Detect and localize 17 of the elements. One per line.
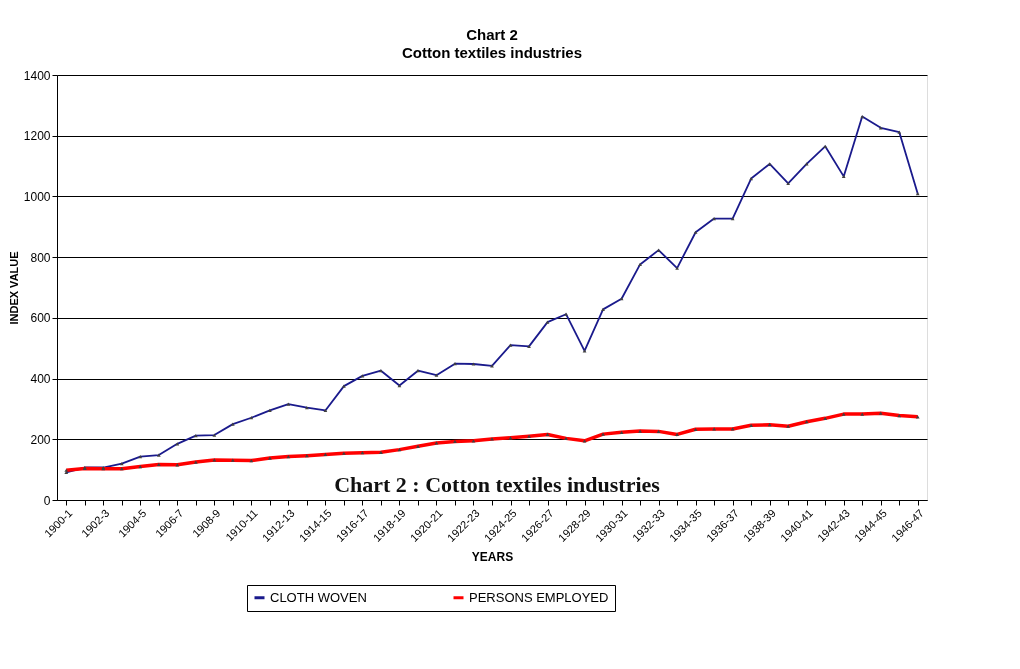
annotation: Chart 2 : Cotton textiles industries (334, 472, 661, 497)
y-axis-title: INDEX VALUE (7, 251, 20, 325)
legend-label: CLOTH WOVEN (270, 589, 367, 605)
y-tick-label: 400 (30, 372, 51, 387)
y-tick-label: 200 (30, 432, 51, 447)
chart-title: Chart 2 (466, 26, 518, 43)
line-series (64, 411, 920, 472)
x-axis-title: YEARS (471, 549, 514, 564)
y-tick-label: 0 (43, 493, 51, 508)
y-tick-label: 1000 (23, 189, 51, 204)
legend-label: PERSONS EMPLOYED (469, 589, 609, 605)
chart-subtitle: Cotton textiles industries (401, 44, 583, 61)
line-series (64, 114, 920, 474)
y-tick-label: 1400 (23, 68, 51, 83)
y-tick-label: 1200 (23, 129, 51, 144)
y-tick-label: 800 (30, 250, 51, 265)
y-tick-label: 600 (30, 311, 51, 326)
